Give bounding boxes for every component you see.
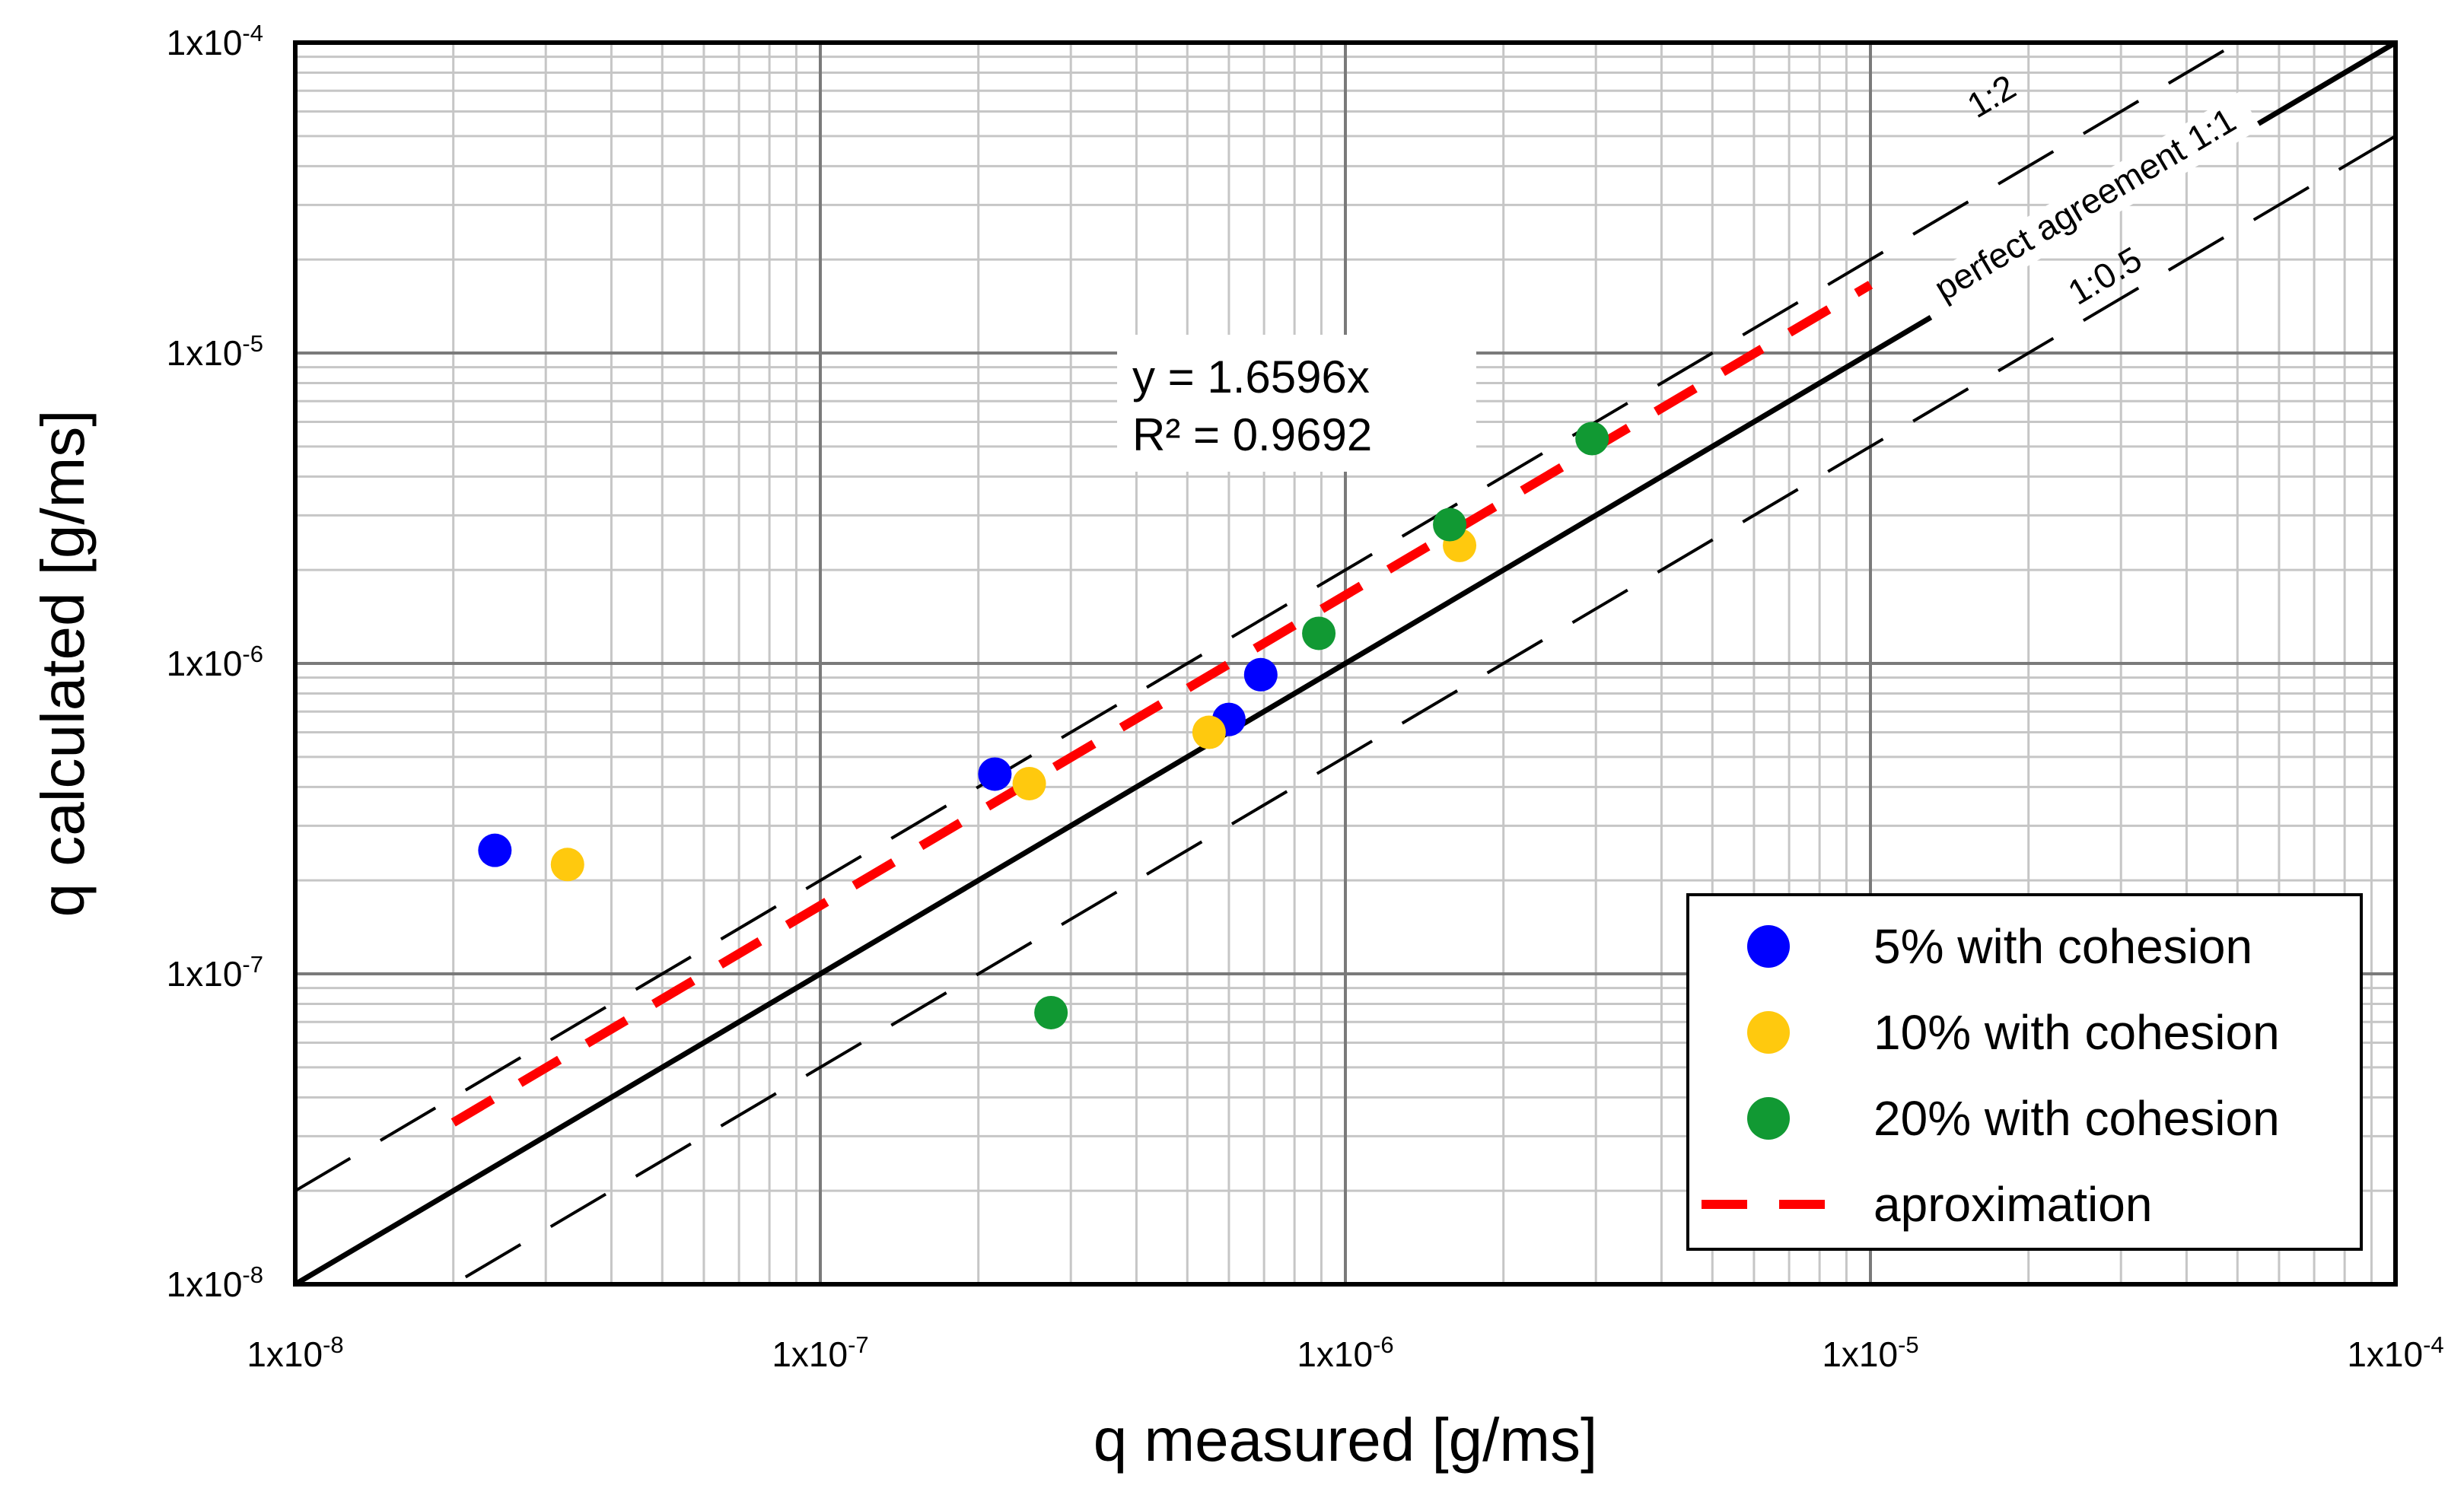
legend: 5% with cohesion 10% with cohesion 20% wit… <box>1686 893 2363 1251</box>
reference-line-0.5 <box>450 135 2396 1284</box>
y-tick-labels: 1x10-8 1x10-7 1x10-6 1x10-5 1x10-4 <box>167 20 263 1304</box>
x-tick-label: 1x10-8 <box>247 1331 343 1374</box>
x-tick-label: 1x10-4 <box>2347 1331 2443 1374</box>
x-tick-label: 1x10-6 <box>1297 1331 1393 1374</box>
plot-frame <box>293 40 2398 1287</box>
data-point-series-2 <box>1012 766 1046 800</box>
data-point-series-1 <box>1243 657 1278 692</box>
legend-label-3: 20% with cohesion <box>1873 1091 2280 1146</box>
x-axis-label: q measured [g/ms] <box>1094 1406 1598 1474</box>
data-point-series-3 <box>1575 421 1609 456</box>
annotation-background <box>1117 335 1476 472</box>
data-point-series-1 <box>478 833 512 867</box>
reference-line-2 <box>295 43 2241 1192</box>
reference-label-background <box>1912 91 2262 323</box>
x-tick-label: 1x10-7 <box>772 1331 868 1374</box>
x-tick-labels: 1x10-8 1x10-7 1x10-6 1x10-5 1x10-4 <box>247 1331 2443 1374</box>
reference-label-0.5: 1:0.5 <box>2061 239 2149 313</box>
reference-line-labels: perfect agreement 1:11:21:0.5 <box>1912 67 2262 323</box>
y-tick-label: 1x10-6 <box>167 641 263 683</box>
y-tick-label: 1x10-8 <box>167 1261 263 1304</box>
y-tick-label: 1x10-7 <box>167 951 263 994</box>
legend-marker-1 <box>1747 925 1790 968</box>
data-point-series-2 <box>550 848 584 882</box>
legend-label-1: 5% with cohesion <box>1873 919 2252 974</box>
data-point-series-3 <box>1302 616 1336 650</box>
fit-line-group <box>450 281 1873 1127</box>
data-point-series-1 <box>978 757 1012 791</box>
x-tick-label: 1x10-5 <box>1822 1331 1918 1374</box>
legend-marker-3 <box>1747 1097 1790 1140</box>
fit-line <box>450 281 1873 1127</box>
legend-label-2: 10% with cohesion <box>1873 1005 2280 1060</box>
equation-text: y = 1.6596x <box>1132 351 1370 402</box>
data-point-series-3 <box>1433 507 1467 542</box>
reference-label-2: 1:2 <box>1960 67 2023 126</box>
data-points <box>478 421 1609 1029</box>
y-tick-label: 1x10-5 <box>167 330 263 373</box>
y-axis-label: q calculated [g/ms] <box>29 410 97 918</box>
data-point-series-2 <box>1192 715 1226 749</box>
legend-label-4: aproximation <box>1873 1177 2152 1232</box>
y-tick-label: 1x10-4 <box>167 20 263 62</box>
legend-marker-2 <box>1747 1011 1790 1054</box>
data-point-series-3 <box>1034 995 1068 1029</box>
legend-box <box>1686 893 2363 1251</box>
r-squared-text: R² = 0.9692 <box>1132 409 1372 460</box>
equation-annotation: y = 1.6596x R² = 0.9692 <box>1117 335 1476 472</box>
